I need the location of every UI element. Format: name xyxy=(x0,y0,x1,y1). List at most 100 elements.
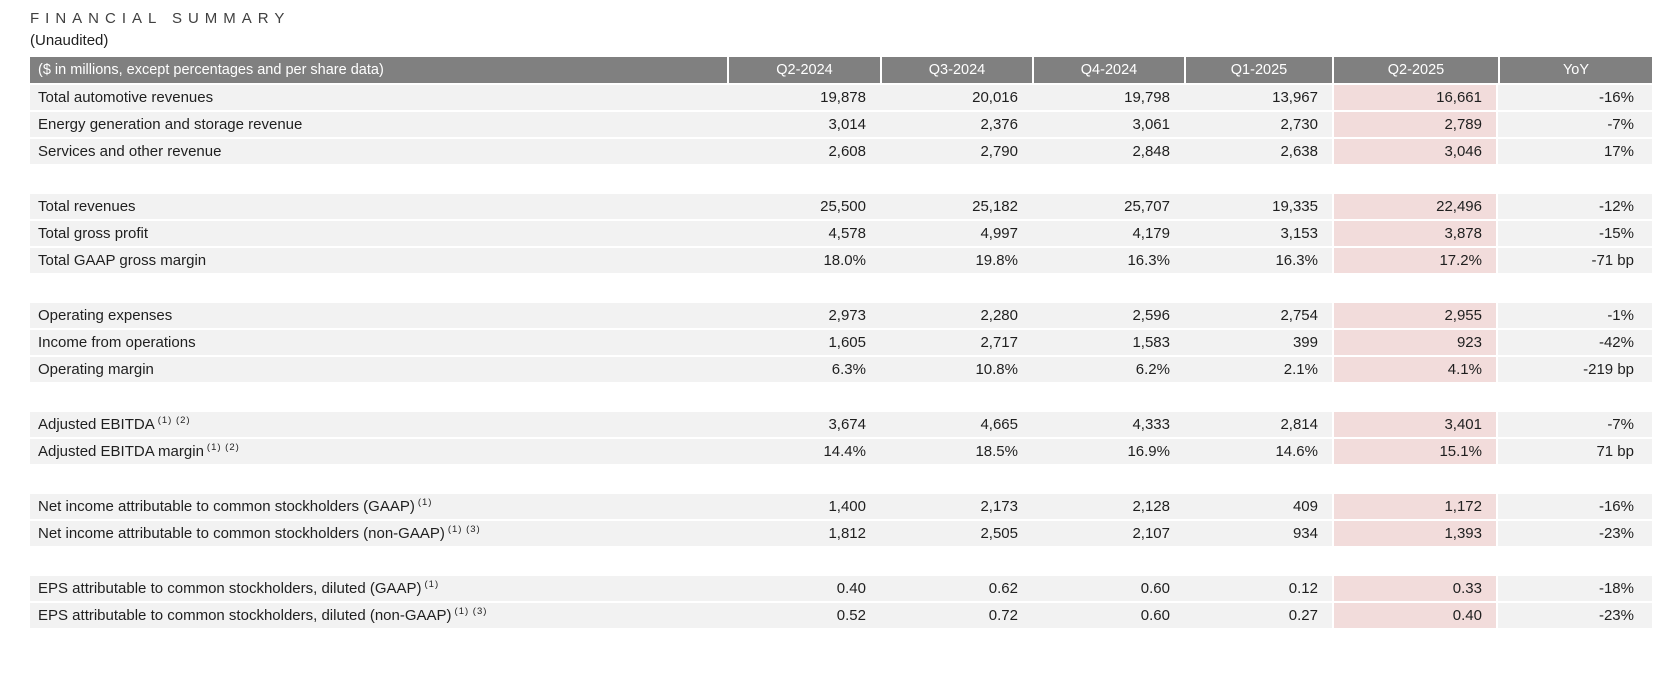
spacer-row xyxy=(30,464,1652,492)
table-row: Total automotive revenues 19,878 20,016 19,… xyxy=(30,83,1652,110)
spacer-cell xyxy=(1332,382,1498,410)
cell-q3-2024: 2,173 xyxy=(880,492,1032,519)
spacer-cell xyxy=(727,382,880,410)
footnote-reference: (1) (3) xyxy=(447,524,481,535)
cell-q3-2024: 2,717 xyxy=(880,328,1032,355)
header-q1-2025: Q1-2025 xyxy=(1184,57,1332,83)
spacer-cell xyxy=(1184,382,1332,410)
cell-q3-2024: 10.8% xyxy=(880,355,1032,382)
cell-q2-2025: 15.1% xyxy=(1332,437,1498,464)
cell-q1-2025: 2,730 xyxy=(1184,110,1332,137)
spacer-cell xyxy=(727,164,880,192)
cell-q1-2025: 0.27 xyxy=(1184,601,1332,628)
cell-q3-2024: 19.8% xyxy=(880,246,1032,273)
cell-q2-2025: 0.33 xyxy=(1332,574,1498,601)
spacer-row xyxy=(30,164,1652,192)
page-title: FINANCIAL SUMMARY xyxy=(30,10,291,27)
spacer-cell xyxy=(727,273,880,301)
footnote-reference: (1) xyxy=(417,497,433,508)
cell-yoy: -16% xyxy=(1498,83,1652,110)
cell-q2-2025: 3,046 xyxy=(1332,137,1498,164)
cell-q4-2024: 2,848 xyxy=(1032,137,1184,164)
cell-q4-2024: 1,583 xyxy=(1032,328,1184,355)
spacer-cell xyxy=(30,464,727,492)
spacer-cell xyxy=(1184,164,1332,192)
cell-q2-2025: 2,789 xyxy=(1332,110,1498,137)
financial-summary-page: FINANCIAL SUMMARY (Unaudited) ($ in mill… xyxy=(30,10,1652,628)
cell-yoy: -71 bp xyxy=(1498,246,1652,273)
spacer-cell xyxy=(1332,546,1498,574)
row-label: Operating margin xyxy=(30,355,727,382)
row-label: Total automotive revenues xyxy=(30,83,727,110)
table-row: Net income attributable to common stockh… xyxy=(30,519,1652,546)
spacer-cell xyxy=(1032,546,1184,574)
row-label: EPS attributable to common stockholders,… xyxy=(30,574,727,601)
table-body: Total automotive revenues 19,878 20,016 19,… xyxy=(30,83,1652,628)
row-label: Operating expenses xyxy=(30,301,727,328)
cell-q1-2025: 2,814 xyxy=(1184,410,1332,437)
cell-yoy: -16% xyxy=(1498,492,1652,519)
cell-q4-2024: 2,596 xyxy=(1032,301,1184,328)
cell-q3-2024: 0.72 xyxy=(880,601,1032,628)
spacer-cell xyxy=(30,382,727,410)
spacer-cell xyxy=(880,164,1032,192)
cell-q1-2025: 2,754 xyxy=(1184,301,1332,328)
spacer-cell xyxy=(1032,164,1184,192)
table-row: Adjusted EBITDA margin (1) (2) 14.4% 18.5% 1… xyxy=(30,437,1652,464)
spacer-cell xyxy=(727,546,880,574)
cell-q4-2024: 4,333 xyxy=(1032,410,1184,437)
row-label: Adjusted EBITDA (1) (2) xyxy=(30,410,727,437)
footnote-reference: (1) (2) xyxy=(157,415,191,426)
spacer-row xyxy=(30,273,1652,301)
table-row: Total gross profit 4,578 4,997 4,179 3,153 3,… xyxy=(30,219,1652,246)
cell-q2-2024: 18.0% xyxy=(727,246,880,273)
spacer-cell xyxy=(1032,464,1184,492)
table-row: Total revenues 25,500 25,182 25,707 19,335 22… xyxy=(30,192,1652,219)
cell-q2-2025: 4.1% xyxy=(1332,355,1498,382)
cell-q2-2025: 17.2% xyxy=(1332,246,1498,273)
row-label: Total GAAP gross margin xyxy=(30,246,727,273)
spacer-cell xyxy=(1332,464,1498,492)
cell-q2-2025: 2,955 xyxy=(1332,301,1498,328)
footnote-reference: (1) xyxy=(424,579,440,590)
cell-q4-2024: 25,707 xyxy=(1032,192,1184,219)
header-yoy: YoY xyxy=(1498,57,1652,83)
cell-yoy: -7% xyxy=(1498,410,1652,437)
cell-q4-2024: 0.60 xyxy=(1032,601,1184,628)
cell-q3-2024: 4,665 xyxy=(880,410,1032,437)
cell-q1-2025: 409 xyxy=(1184,492,1332,519)
row-label: Income from operations xyxy=(30,328,727,355)
spacer-row xyxy=(30,546,1652,574)
cell-q2-2025: 22,496 xyxy=(1332,192,1498,219)
table-row: Income from operations 1,605 2,717 1,583 399… xyxy=(30,328,1652,355)
cell-q1-2025: 14.6% xyxy=(1184,437,1332,464)
table-row: EPS attributable to common stockholders,… xyxy=(30,601,1652,628)
cell-q4-2024: 2,107 xyxy=(1032,519,1184,546)
cell-q2-2025: 3,401 xyxy=(1332,410,1498,437)
table-header: ($ in millions, except percentages and p… xyxy=(30,57,1652,83)
spacer-cell xyxy=(1032,382,1184,410)
cell-q2-2024: 0.52 xyxy=(727,601,880,628)
cell-q4-2024: 4,179 xyxy=(1032,219,1184,246)
header-q4-2024: Q4-2024 xyxy=(1032,57,1184,83)
spacer-cell xyxy=(880,273,1032,301)
cell-q4-2024: 2,128 xyxy=(1032,492,1184,519)
spacer-cell xyxy=(1498,546,1652,574)
cell-q2-2024: 3,014 xyxy=(727,110,880,137)
spacer-cell xyxy=(1332,164,1498,192)
cell-q2-2024: 2,608 xyxy=(727,137,880,164)
spacer-cell xyxy=(880,464,1032,492)
cell-q1-2025: 2,638 xyxy=(1184,137,1332,164)
cell-q2-2024: 1,400 xyxy=(727,492,880,519)
table-row: Operating expenses 2,973 2,280 2,596 2,754 2,… xyxy=(30,301,1652,328)
cell-q1-2025: 399 xyxy=(1184,328,1332,355)
header-row: ($ in millions, except percentages and p… xyxy=(30,57,1652,83)
cell-yoy: 17% xyxy=(1498,137,1652,164)
cell-yoy: -1% xyxy=(1498,301,1652,328)
spacer-cell xyxy=(30,273,727,301)
page-subtitle: (Unaudited) xyxy=(30,32,109,49)
spacer-cell xyxy=(1032,273,1184,301)
cell-q2-2025: 1,393 xyxy=(1332,519,1498,546)
spacer-cell xyxy=(1184,273,1332,301)
footnote-reference: (1) (3) xyxy=(454,606,488,617)
